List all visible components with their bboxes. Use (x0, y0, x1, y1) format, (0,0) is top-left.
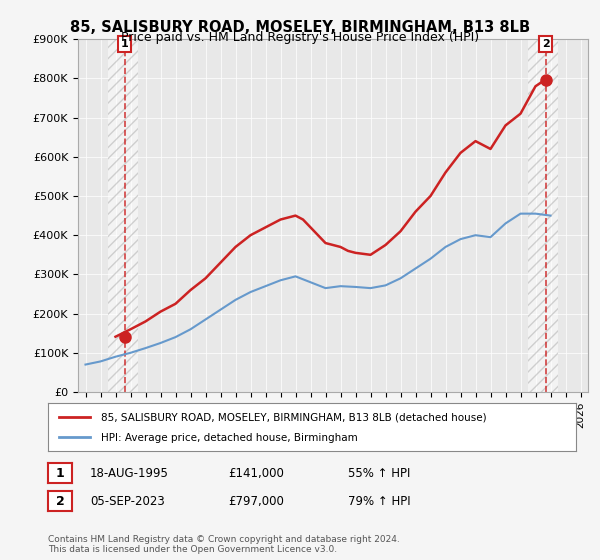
Text: 2: 2 (542, 39, 550, 49)
Text: 05-SEP-2023: 05-SEP-2023 (90, 494, 165, 508)
Text: 55% ↑ HPI: 55% ↑ HPI (348, 466, 410, 480)
Text: 79% ↑ HPI: 79% ↑ HPI (348, 494, 410, 508)
Text: Contains HM Land Registry data © Crown copyright and database right 2024.
This d: Contains HM Land Registry data © Crown c… (48, 535, 400, 554)
Text: 85, SALISBURY ROAD, MOSELEY, BIRMINGHAM, B13 8LB (detached house): 85, SALISBURY ROAD, MOSELEY, BIRMINGHAM,… (101, 413, 487, 422)
Text: Price paid vs. HM Land Registry's House Price Index (HPI): Price paid vs. HM Land Registry's House … (121, 31, 479, 44)
Bar (108, 39, 138, 392)
Text: £797,000: £797,000 (228, 494, 284, 508)
Text: £141,000: £141,000 (228, 466, 284, 480)
Text: 1: 1 (56, 466, 64, 480)
Text: 1: 1 (121, 39, 128, 49)
Bar (528, 39, 558, 392)
Text: HPI: Average price, detached house, Birmingham: HPI: Average price, detached house, Birm… (101, 433, 358, 444)
Text: 85, SALISBURY ROAD, MOSELEY, BIRMINGHAM, B13 8LB: 85, SALISBURY ROAD, MOSELEY, BIRMINGHAM,… (70, 20, 530, 35)
Text: 18-AUG-1995: 18-AUG-1995 (90, 466, 169, 480)
Text: 2: 2 (56, 494, 64, 508)
